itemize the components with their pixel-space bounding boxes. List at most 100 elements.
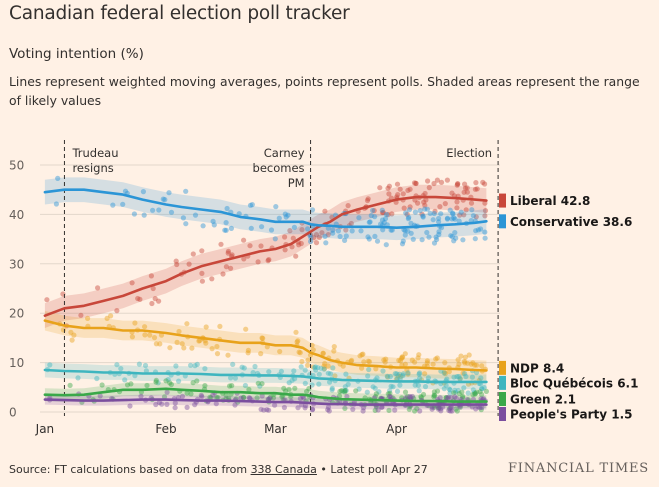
poll-point <box>397 358 404 364</box>
poll-point <box>453 395 459 401</box>
poll-point <box>482 229 488 235</box>
poll-point <box>299 358 305 365</box>
poll-point <box>252 363 258 370</box>
poll-point <box>68 329 74 335</box>
x-tick-label: Mar <box>264 422 287 436</box>
poll-point <box>370 384 376 390</box>
x-tick-label: Feb <box>155 422 176 436</box>
poll-point <box>247 243 253 249</box>
poll-point <box>388 383 394 389</box>
poll-point <box>459 389 465 395</box>
poll-point <box>157 341 163 347</box>
poll-point <box>229 252 235 258</box>
poll-point <box>152 296 158 302</box>
poll-point <box>149 300 155 307</box>
poll-point <box>437 204 443 210</box>
x-tick-label: Jan <box>35 422 55 436</box>
poll-point <box>415 200 421 206</box>
poll-point <box>483 388 489 394</box>
poll-point <box>407 395 414 401</box>
poll-point <box>463 207 469 213</box>
poll-point <box>462 354 468 360</box>
poll-point <box>184 404 190 410</box>
poll-point <box>416 371 422 377</box>
poll-point <box>267 394 273 400</box>
poll-point <box>455 357 461 363</box>
poll-point <box>141 212 147 218</box>
poll-point <box>442 371 448 377</box>
poll-point <box>337 233 343 240</box>
poll-point <box>449 408 455 414</box>
poll-point <box>425 375 431 381</box>
poll-point <box>223 392 229 398</box>
poll-point <box>398 373 404 379</box>
poll-point <box>479 404 485 410</box>
poll-point <box>156 399 162 406</box>
likely-range-band <box>44 184 487 328</box>
poll-point <box>302 405 308 411</box>
poll-point <box>392 371 398 377</box>
poll-point <box>474 389 480 395</box>
poll-point <box>228 225 234 231</box>
poll-point <box>436 229 442 235</box>
poll-point <box>389 211 395 217</box>
poll-point <box>422 384 429 390</box>
poll-point <box>243 326 249 332</box>
poll-point <box>452 394 458 400</box>
poll-point <box>305 226 311 232</box>
poll-point <box>225 250 231 256</box>
poll-point <box>349 228 355 234</box>
poll-point <box>325 232 331 238</box>
poll-point <box>381 357 387 363</box>
poll-point <box>326 408 332 414</box>
poll-point <box>414 406 420 412</box>
poll-point <box>374 238 381 244</box>
poll-point <box>342 388 348 394</box>
poll-point <box>286 380 292 386</box>
series-line <box>43 195 488 318</box>
poll-point <box>135 295 141 302</box>
poll-point <box>55 175 61 181</box>
poll-point <box>142 362 149 369</box>
poll-point <box>163 378 169 384</box>
brand-logo: FINANCIAL TIMES <box>507 461 649 476</box>
poll-point <box>443 395 449 401</box>
poll-point <box>473 406 479 412</box>
poll-point <box>374 375 380 381</box>
poll-point <box>327 379 333 385</box>
poll-point <box>370 207 376 214</box>
poll-point <box>230 361 236 367</box>
poll-point <box>375 407 381 413</box>
poll-point <box>383 242 389 248</box>
poll-point <box>379 404 385 410</box>
poll-point <box>71 332 77 338</box>
poll-point <box>209 276 215 282</box>
poll-point <box>348 220 354 227</box>
poll-point <box>172 400 178 406</box>
poll-point <box>210 392 216 398</box>
poll-point <box>258 351 264 357</box>
poll-point <box>356 386 362 392</box>
poll-point <box>344 393 350 400</box>
poll-point <box>224 205 230 212</box>
poll-point <box>429 406 435 412</box>
poll-point <box>183 221 189 227</box>
poll-point <box>174 339 180 345</box>
poll-point <box>259 224 265 230</box>
poll-point <box>453 235 459 241</box>
poll-point <box>464 360 471 366</box>
poll-point <box>376 389 382 395</box>
poll-point <box>470 213 476 219</box>
poll-point <box>69 337 75 343</box>
poll-point <box>446 386 452 392</box>
poll-point <box>469 207 475 213</box>
series-end-marker <box>499 214 506 229</box>
poll-point <box>337 388 343 395</box>
poll-point <box>420 391 427 398</box>
series-line <box>43 188 488 229</box>
source-link[interactable]: 338 Canada <box>250 463 317 476</box>
poll-point <box>310 406 316 412</box>
poll-point <box>403 210 409 216</box>
poll-point <box>289 244 295 250</box>
